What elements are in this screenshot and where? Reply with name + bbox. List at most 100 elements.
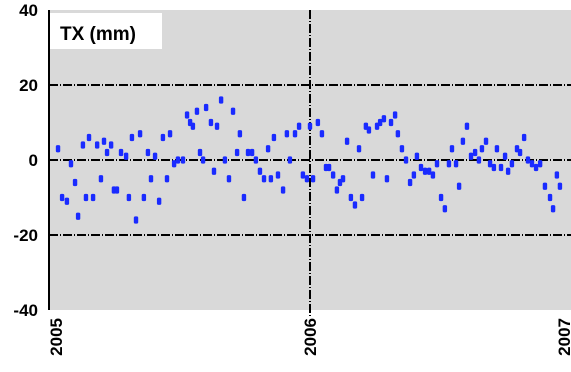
data-point (464, 122, 470, 130)
y-tick-label: 40 (19, 1, 38, 20)
data-point (366, 126, 372, 134)
data-point (344, 137, 350, 145)
data-point (554, 171, 560, 179)
data-point (108, 141, 114, 149)
data-point (271, 133, 277, 142)
data-point (218, 96, 224, 104)
data-points (55, 96, 563, 224)
data-point (292, 130, 298, 138)
data-point (498, 163, 504, 172)
data-point (550, 205, 556, 213)
chart-title: TX (mm) (60, 24, 136, 45)
x-axis-ticks: 2005 2006 2007 (47, 318, 571, 356)
data-point (426, 167, 432, 175)
data-point (330, 171, 336, 179)
data-point (479, 145, 485, 153)
y-tick-label: 20 (19, 76, 38, 95)
data-point (542, 182, 548, 190)
data-point (152, 152, 158, 160)
x-tick-label: 2007 (555, 318, 571, 356)
data-point (430, 171, 436, 179)
data-point (284, 130, 290, 138)
data-point (104, 148, 110, 157)
data-point (446, 160, 452, 168)
data-point (83, 193, 89, 202)
data-point (55, 145, 61, 153)
data-point (68, 160, 74, 168)
data-point (180, 156, 186, 164)
data-point (494, 145, 500, 153)
data-point (171, 160, 177, 168)
data-point (472, 148, 478, 157)
x-tick-label: 2005 (47, 318, 66, 356)
data-point (222, 156, 228, 164)
data-point (407, 178, 413, 187)
data-point (352, 201, 358, 209)
data-point (94, 141, 100, 149)
data-point (300, 171, 306, 179)
data-point (438, 193, 444, 202)
data-point (476, 156, 482, 164)
data-point (326, 163, 332, 172)
data-point (487, 160, 493, 168)
data-point (268, 175, 274, 183)
data-point (184, 111, 190, 119)
data-point (529, 160, 535, 168)
data-point (392, 111, 398, 119)
data-point (190, 122, 196, 130)
data-point (310, 175, 316, 183)
data-point (72, 178, 78, 187)
y-tick-label: -40 (13, 301, 38, 320)
data-point (126, 193, 132, 202)
data-point (118, 148, 124, 157)
data-point (257, 167, 263, 175)
data-point (129, 133, 135, 142)
data-point (296, 122, 302, 130)
title-box (50, 13, 162, 49)
data-point (377, 118, 383, 127)
data-point (253, 156, 259, 164)
data-point (265, 145, 271, 153)
data-point (456, 182, 462, 190)
data-point (384, 175, 390, 183)
data-point (80, 141, 86, 149)
data-point (460, 137, 466, 145)
grid-lines (49, 10, 571, 318)
data-point (468, 152, 474, 160)
data-point (483, 137, 489, 145)
data-point (315, 118, 321, 127)
data-point (381, 115, 387, 123)
data-point (145, 148, 151, 157)
data-point (86, 133, 92, 142)
data-point (90, 193, 96, 202)
data-point (434, 160, 440, 168)
data-point (245, 148, 251, 157)
data-point (287, 156, 293, 164)
data-point (101, 137, 107, 145)
data-point (359, 193, 365, 202)
y-tick-label: -20 (13, 226, 38, 245)
data-point (525, 156, 531, 164)
data-point (502, 152, 508, 160)
data-point (411, 171, 417, 179)
y-tick-label: 0 (29, 151, 38, 170)
data-point (64, 197, 70, 205)
data-point (557, 182, 563, 190)
data-point (226, 175, 232, 183)
data-point (98, 175, 104, 183)
data-point (399, 145, 405, 153)
data-point (175, 156, 181, 164)
data-point (505, 167, 511, 175)
data-point (164, 175, 170, 183)
data-point (348, 193, 354, 202)
data-point (75, 212, 81, 220)
data-point (280, 186, 286, 194)
data-point (123, 152, 129, 160)
data-point (59, 193, 65, 202)
data-point (141, 193, 147, 202)
data-point (194, 107, 200, 115)
data-point (214, 122, 220, 130)
data-point (422, 167, 428, 175)
data-point (114, 186, 120, 194)
